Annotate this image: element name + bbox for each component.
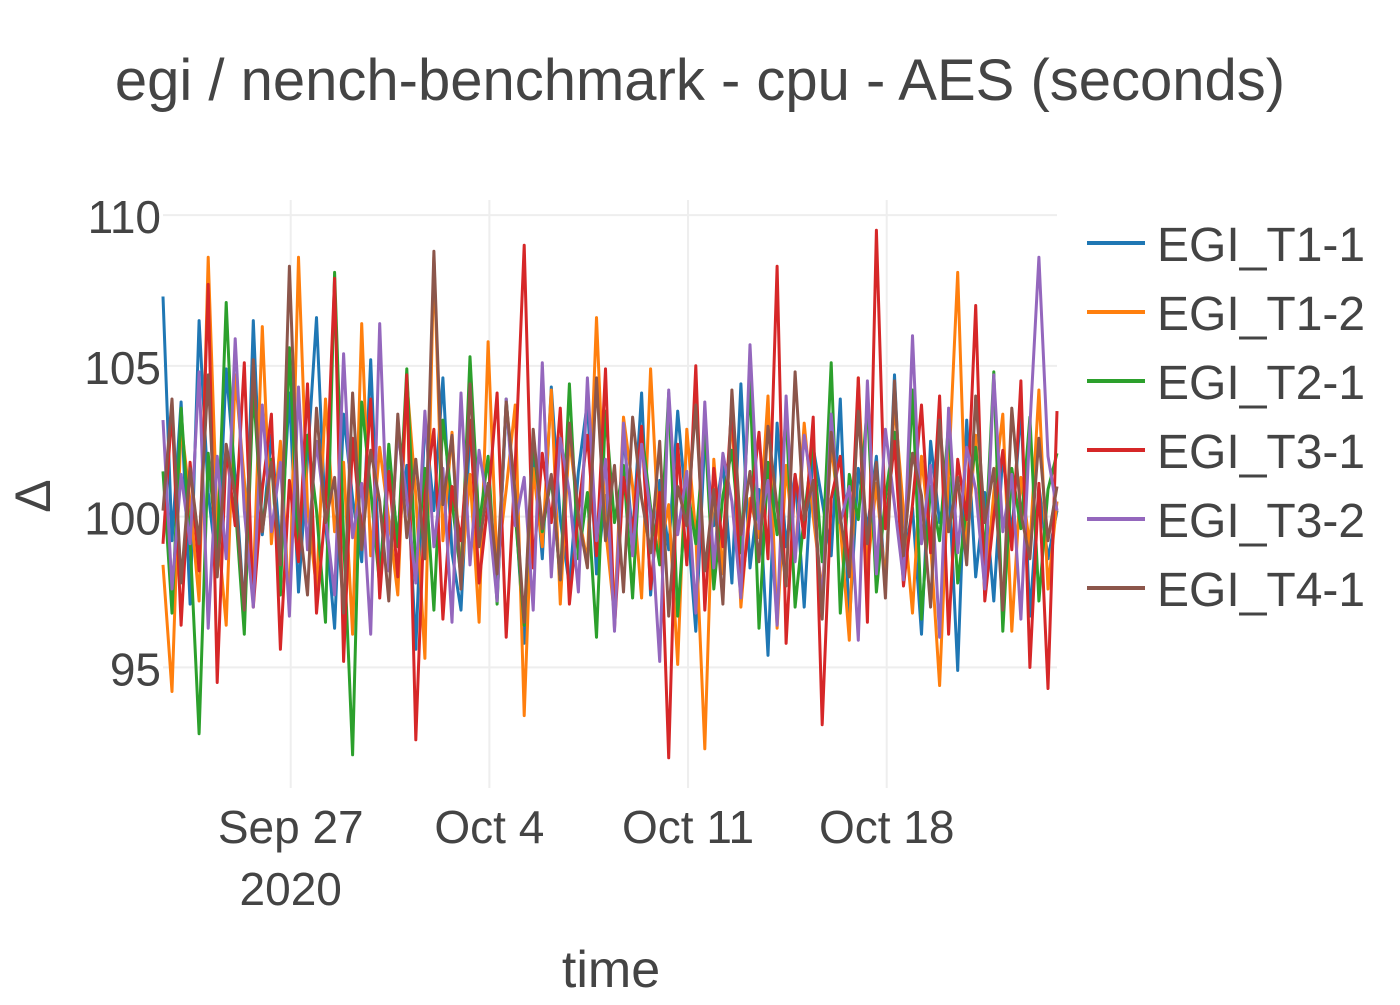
legend-label: EGI_T4-1 (1157, 564, 1365, 617)
x-tick-label: Sep 27 (218, 801, 364, 853)
x-axis-label: time (562, 941, 660, 999)
y-tick-label: 95 (110, 643, 161, 695)
legend-item[interactable]: EGI_T2-1 (1087, 357, 1365, 410)
legend-item[interactable]: EGI_T1-2 (1087, 288, 1365, 341)
x-tick-sublabel: 2020 (240, 863, 342, 915)
legend-item[interactable]: EGI_T3-1 (1087, 426, 1365, 479)
legend-label: EGI_T3-2 (1157, 495, 1365, 548)
chart-title: egi / nench-benchmark - cpu - AES (secon… (115, 48, 1285, 113)
legend-label: EGI_T1-1 (1157, 219, 1365, 272)
legend-item[interactable]: EGI_T1-1 (1087, 219, 1365, 272)
x-tick-label: Oct 11 (622, 801, 754, 853)
legend-item[interactable]: EGI_T4-1 (1087, 564, 1365, 617)
legend-item[interactable]: EGI_T3-2 (1087, 495, 1365, 548)
series-lines (161, 228, 1059, 760)
legend-label: EGI_T1-2 (1157, 288, 1365, 341)
y-tick-label: 105 (84, 342, 161, 394)
y-tick-label: 110 (88, 191, 161, 243)
y-axis-label: Δ (5, 479, 61, 512)
y-tick-label: 100 (84, 493, 161, 545)
x-axis-ticks: Sep 27 2020 Oct 4 Oct 11 Oct 18 (218, 801, 955, 915)
legend-label: EGI_T2-1 (1157, 357, 1365, 410)
x-tick-label: Oct 18 (819, 801, 955, 853)
x-tick-label: Oct 4 (434, 801, 544, 853)
legend-label: EGI_T3-1 (1157, 426, 1365, 479)
series-line-egi-t4-1 (161, 249, 1059, 624)
legend[interactable]: EGI_T1-1 EGI_T1-2 EGI_T2-1 EGI_T3-1 EGI_T3-2… (1087, 219, 1365, 617)
y-axis-ticks: 95 100 105 110 (84, 191, 161, 695)
